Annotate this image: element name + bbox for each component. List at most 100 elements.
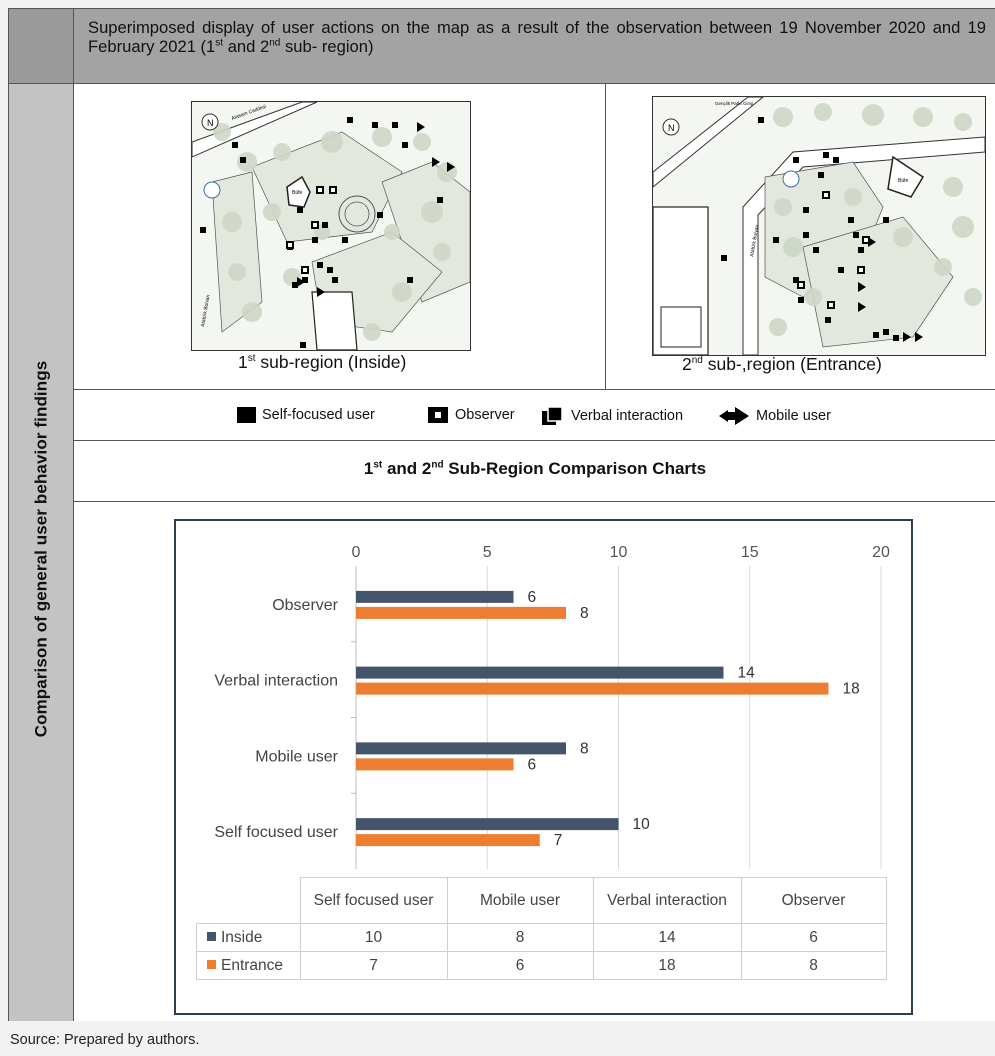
mobile-user-arrow-icon — [719, 407, 749, 425]
map1-caption-sup: st — [247, 353, 256, 365]
figure-table: Comparison of general user behavior find… — [8, 8, 995, 1021]
entrance-swatch-icon — [207, 959, 216, 969]
data-label: 8 — [580, 740, 589, 757]
header-sup-2: nd — [269, 37, 281, 49]
bar-inside — [356, 818, 619, 831]
svg-text:N: N — [207, 118, 214, 128]
map2-street-label: Atatürk Bulvarı — [749, 224, 761, 257]
self-focused-square-icon — [237, 407, 256, 423]
map-legend: Self-focused user Observer Verbal intera… — [74, 390, 995, 441]
map1-caption-text: sub-region (Inside) — [255, 352, 407, 372]
table-cell: 6 — [446, 951, 594, 980]
map2-kiosk-label: Büfe — [898, 178, 909, 184]
map2-caption-sup: nd — [691, 355, 703, 367]
table-row-label-text: Entrance — [221, 956, 284, 974]
bar-entrance — [356, 606, 566, 619]
category-label: Self focused user — [214, 824, 338, 841]
header-text-part-1: Superimposed display of user actions on … — [88, 18, 986, 56]
subtitle-part-1: 1 — [363, 459, 374, 478]
data-label: 8 — [580, 605, 589, 622]
side-title: Comparison of general user behavior find… — [31, 360, 51, 738]
chart-section-title: 1st and 2nd Sub-Region Comparison Charts — [74, 459, 995, 479]
category-label: Mobile user — [255, 748, 338, 765]
data-label: 14 — [738, 665, 756, 682]
table-col-header: Verbal interaction — [592, 877, 742, 924]
legend-mobile: Mobile user — [719, 407, 831, 425]
legend-observer-label: Observer — [455, 407, 515, 423]
chart-title-row: 1st and 2nd Sub-Region Comparison Charts — [74, 441, 995, 502]
map1-caption-num: 1 — [238, 352, 248, 372]
legend-observer: Observer — [428, 407, 515, 423]
header-cell: Superimposed display of user actions on … — [74, 9, 995, 84]
map-entrance-drawing: N Atatürk Bulvarı Büfe Gençlik Parkı Gir… — [653, 97, 985, 355]
bar-entrance — [356, 682, 829, 695]
bar-inside — [356, 590, 514, 603]
legend-verbal-label: Verbal interaction — [571, 408, 684, 424]
table-cell: 7 — [299, 951, 448, 980]
subtitle-sup-1: st — [373, 459, 383, 471]
table-cell: 8 — [740, 951, 887, 980]
header-text-part-2: and 2 — [223, 37, 270, 56]
table-col-header: Mobile user — [446, 877, 594, 924]
chart-data-table: Self focused user Mobile user Verbal int… — [196, 877, 887, 980]
verbal-interaction-icon — [542, 407, 563, 425]
table-row-entrance: Entrance 7 6 18 8 — [196, 951, 887, 980]
side-column-header — [9, 9, 73, 84]
legend-self-focused: Self-focused user — [237, 407, 375, 423]
data-label: 6 — [528, 756, 537, 773]
header-text: Superimposed display of user actions on … — [74, 9, 995, 56]
legend-verbal: Verbal interaction — [542, 407, 683, 425]
subtitle-part-2: and 2 — [382, 459, 432, 478]
table-col-header: Observer — [740, 877, 887, 924]
map-divider — [605, 84, 606, 389]
subtitle-sup-2: nd — [431, 459, 444, 471]
table-corner — [197, 878, 301, 924]
map2-caption: 2nd sub-,region (Entrance) — [682, 354, 882, 375]
category-label: Verbal interaction — [214, 673, 338, 690]
header-text-part-3: sub- region) — [280, 37, 374, 56]
table-cell: 6 — [740, 923, 887, 952]
table-row-label: Inside — [196, 923, 301, 952]
map2-top-label: Gençlik Parkı Girişi — [715, 101, 753, 106]
maps-row: N Atasam Caddesi Büfe Atatürk Bulvarı — [74, 84, 995, 390]
x-tick-label: 10 — [610, 544, 628, 561]
subtitle-part-3: Sub-Region Comparison Charts — [443, 459, 707, 478]
x-tick-label: 15 — [741, 544, 759, 561]
map2-caption-num: 2 — [682, 354, 692, 374]
table-header-row: Self focused user Mobile user Verbal int… — [197, 877, 887, 924]
table-cell: 18 — [592, 951, 742, 980]
bar-inside — [356, 666, 724, 679]
map2-caption-text: sub-,region (Entrance) — [702, 354, 882, 374]
svg-text:N: N — [668, 123, 675, 133]
map1-street-label-2: Atatürk Bulvarı — [200, 294, 212, 327]
x-tick-label: 0 — [352, 544, 361, 561]
data-label: 6 — [528, 589, 537, 606]
inside-swatch-icon — [207, 931, 216, 941]
table-cell: 8 — [446, 923, 594, 952]
table-row-inside: Inside 10 8 14 6 — [196, 923, 887, 952]
map1-caption: 1st sub-region (Inside) — [238, 352, 406, 373]
table-cell: 10 — [299, 923, 448, 952]
table-row-label-text: Inside — [221, 928, 263, 946]
table-col-header: Self focused user — [299, 877, 448, 924]
map1-kiosk-label: Büfe — [292, 190, 303, 196]
bar-entrance — [356, 834, 540, 847]
bar-entrance — [356, 758, 514, 771]
x-tick-label: 5 — [483, 544, 492, 561]
legend-self-focused-label: Self-focused user — [262, 407, 375, 423]
category-label: Observer — [272, 597, 338, 614]
bar-inside — [356, 742, 566, 755]
observer-square-icon — [428, 407, 448, 423]
table-cell: 14 — [592, 923, 742, 952]
map-inside-drawing: N Atasam Caddesi Büfe Atatürk Bulvarı — [192, 102, 470, 350]
data-label: 18 — [843, 681, 860, 698]
table-row-label: Entrance — [196, 951, 301, 980]
map-inside: N Atasam Caddesi Büfe Atatürk Bulvarı — [191, 101, 471, 351]
bar-chart: 0 5 10 15 20 Observer 6 8 Verbal interaction 14 18… — [174, 519, 913, 1015]
header-sup-1: st — [215, 37, 224, 49]
source-note: Source: Prepared by authors. — [10, 1032, 200, 1048]
bar-chart-plot: 0 5 10 15 20 Observer 6 8 Verbal interaction 14 18… — [214, 544, 890, 869]
x-tick-label: 20 — [872, 544, 890, 561]
legend-mobile-label: Mobile user — [756, 408, 831, 424]
data-label: 7 — [554, 832, 563, 849]
